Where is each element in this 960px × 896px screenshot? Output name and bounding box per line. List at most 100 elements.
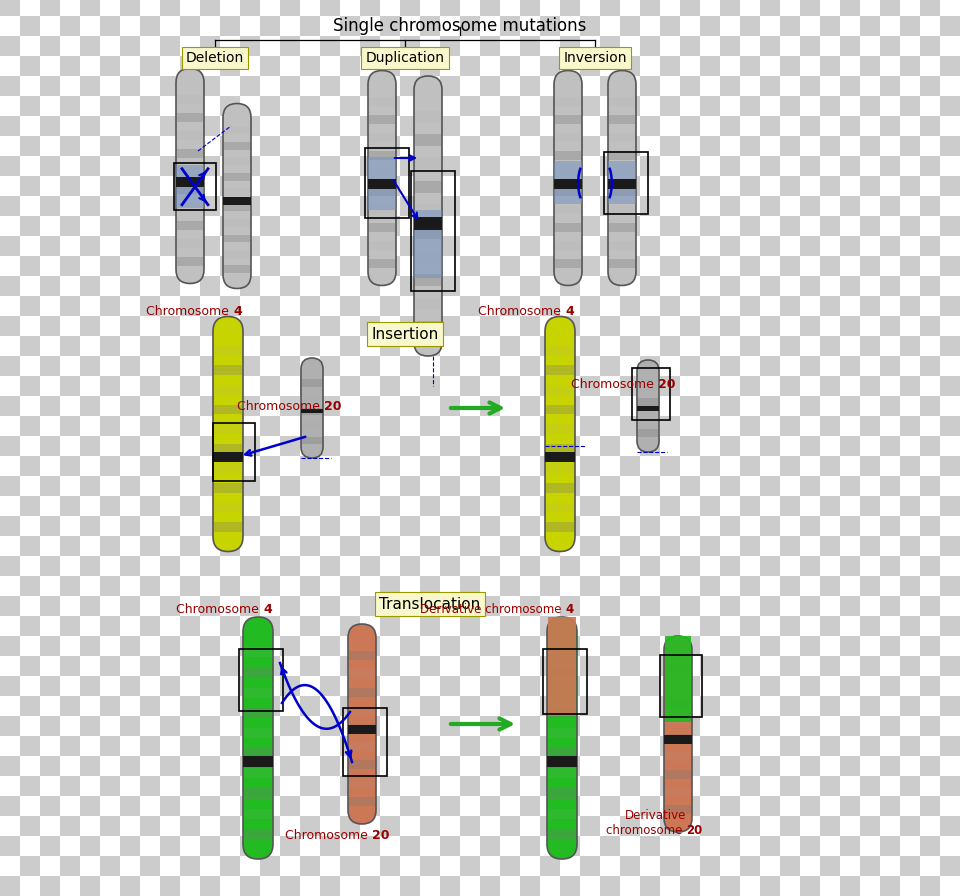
Bar bbox=[860, 556, 880, 576]
Bar bbox=[520, 656, 540, 676]
Bar bbox=[100, 156, 120, 176]
Bar bbox=[80, 136, 100, 156]
Bar bbox=[660, 56, 680, 76]
Bar bbox=[480, 236, 500, 256]
Bar bbox=[720, 256, 740, 276]
Bar bbox=[380, 776, 400, 796]
Bar bbox=[820, 636, 840, 656]
Bar bbox=[302, 379, 322, 386]
Bar bbox=[420, 136, 440, 156]
Bar bbox=[720, 776, 740, 796]
Bar bbox=[400, 816, 420, 836]
Bar bbox=[415, 228, 441, 239]
Bar bbox=[580, 96, 600, 116]
Bar bbox=[360, 116, 380, 136]
Bar bbox=[880, 0, 900, 16]
Bar bbox=[120, 536, 140, 556]
Bar bbox=[500, 716, 520, 736]
Bar bbox=[600, 576, 620, 596]
Bar bbox=[340, 756, 360, 776]
Bar bbox=[420, 536, 440, 556]
Bar bbox=[820, 116, 840, 136]
Bar bbox=[640, 196, 660, 216]
Bar bbox=[800, 296, 820, 316]
Bar bbox=[0, 836, 20, 856]
Bar bbox=[860, 656, 880, 676]
Bar bbox=[780, 416, 800, 436]
Bar bbox=[780, 56, 800, 76]
Bar bbox=[0, 456, 20, 476]
Bar bbox=[40, 636, 60, 656]
Bar bbox=[320, 556, 340, 576]
Bar bbox=[340, 376, 360, 396]
Bar bbox=[224, 235, 250, 242]
Bar bbox=[860, 516, 880, 536]
Bar bbox=[580, 676, 600, 696]
Bar bbox=[420, 0, 440, 16]
Bar bbox=[640, 816, 660, 836]
Bar bbox=[320, 356, 340, 376]
Bar bbox=[920, 636, 940, 656]
Bar bbox=[140, 656, 160, 676]
Bar bbox=[224, 250, 250, 258]
Bar bbox=[60, 756, 80, 776]
Bar bbox=[160, 716, 180, 736]
Bar bbox=[800, 516, 820, 536]
Bar bbox=[900, 736, 920, 756]
Bar bbox=[700, 756, 720, 776]
Bar bbox=[560, 776, 580, 796]
Bar bbox=[240, 716, 260, 736]
Bar bbox=[300, 796, 320, 816]
Bar bbox=[0, 136, 20, 156]
Bar bbox=[220, 156, 240, 176]
Bar bbox=[500, 816, 520, 836]
Bar bbox=[300, 436, 320, 456]
Bar bbox=[920, 376, 940, 396]
Bar bbox=[40, 296, 60, 316]
Bar bbox=[880, 196, 900, 216]
Bar bbox=[360, 756, 380, 776]
Bar bbox=[160, 36, 180, 56]
Bar bbox=[220, 876, 240, 896]
Bar bbox=[700, 436, 720, 456]
Bar bbox=[440, 616, 460, 636]
Bar bbox=[780, 636, 800, 656]
Bar bbox=[546, 483, 574, 493]
Bar bbox=[280, 276, 300, 296]
Bar bbox=[640, 696, 660, 716]
Bar bbox=[60, 296, 80, 316]
Bar bbox=[220, 556, 240, 576]
Bar bbox=[420, 796, 440, 816]
Bar bbox=[560, 416, 580, 436]
Bar bbox=[300, 476, 320, 496]
FancyBboxPatch shape bbox=[608, 71, 636, 286]
Bar bbox=[900, 56, 920, 76]
Bar bbox=[100, 656, 120, 676]
Bar bbox=[460, 376, 480, 396]
Bar bbox=[420, 176, 440, 196]
Bar bbox=[260, 536, 280, 556]
Bar bbox=[500, 176, 520, 196]
Bar bbox=[540, 116, 560, 136]
Bar bbox=[720, 816, 740, 836]
Bar bbox=[280, 496, 300, 516]
Bar bbox=[480, 696, 500, 716]
Bar bbox=[900, 416, 920, 436]
Bar bbox=[80, 536, 100, 556]
Bar bbox=[560, 396, 580, 416]
Bar bbox=[700, 156, 720, 176]
Bar bbox=[540, 876, 560, 896]
Bar bbox=[100, 556, 120, 576]
Bar bbox=[380, 516, 400, 536]
Bar bbox=[240, 476, 260, 496]
Bar bbox=[340, 716, 360, 736]
Bar bbox=[420, 656, 440, 676]
Bar bbox=[400, 796, 420, 816]
Bar bbox=[300, 16, 320, 36]
Bar bbox=[0, 116, 20, 136]
Bar bbox=[820, 136, 840, 156]
Bar bbox=[160, 56, 180, 76]
Bar bbox=[840, 816, 860, 836]
Bar bbox=[600, 316, 620, 336]
Bar bbox=[660, 276, 680, 296]
